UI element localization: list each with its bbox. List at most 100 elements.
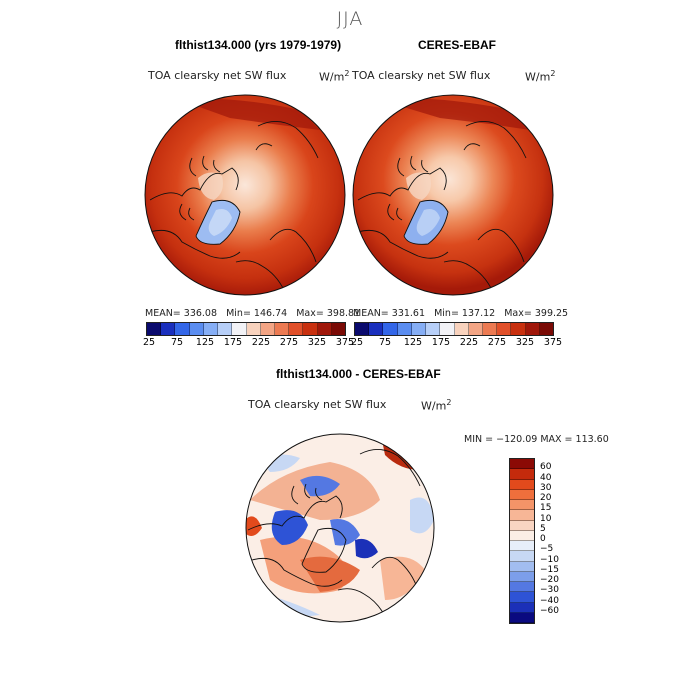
colorbar-difference-label: −5 [540,544,554,555]
colorbar-tick-label: 275 [279,337,299,348]
colorbar-swatch [510,479,534,490]
difference-variable: TOA clearsky net SW flux [248,398,387,411]
panel-left-variable: TOA clearsky net SW flux [148,69,287,82]
colorbar-swatch [525,323,540,335]
panel-left-title: flthist134.000 (yrs 1979-1979) [175,38,342,52]
panel-right-variable: TOA clearsky net SW flux [352,69,491,82]
colorbar-swatch [161,323,176,335]
colorbar-swatch [468,323,483,335]
colorbar-swatch [510,602,534,613]
map-right-border [352,94,554,296]
colorbar-difference-label: −40 [540,595,559,606]
panel-right-mean: MEAN= 331.61 [353,308,426,319]
colorbar-swatch [274,323,290,335]
colorbar-tick-label: 125 [195,337,215,348]
colorbar-difference [509,458,535,624]
colorbar-right [354,322,554,336]
colorbar-tick-label: 325 [307,337,327,348]
colorbar-swatch [510,541,534,552]
colorbar-difference-label: −20 [540,575,559,585]
colorbar-tick-label: 375 [543,337,563,348]
colorbar-difference-label: 10 [540,513,552,524]
colorbar-swatch [510,459,534,470]
map-difference [246,434,434,622]
panel-left-stats: MEAN= 336.08 Min= 146.74 Max= 398.81 [145,308,360,319]
colorbar-swatch [510,571,534,582]
colorbar-swatch [232,323,247,335]
colorbar-difference-label: −60 [540,605,559,616]
colorbar-swatch [510,551,534,562]
colorbar-tick-label: 275 [487,337,507,348]
colorbar-tick-label: 125 [403,337,423,348]
colorbar-right-ticks: 25 75 125 175 225 275 325 375 [343,337,567,348]
panel-right-stats: MEAN= 331.61 Min= 137.12 Max= 399.25 [353,308,568,319]
colorbar-difference-label: 60 [540,462,552,473]
colorbar-swatch [510,592,534,603]
colorbar-swatch [203,323,219,335]
colorbar-swatch [539,323,554,335]
colorbar-swatch [510,520,534,531]
colorbar-swatch [260,323,275,335]
colorbar-difference-label: −30 [540,585,559,596]
colorbar-difference-label: 30 [540,482,552,493]
colorbar-swatch [355,323,370,335]
colorbar-tick-label: 225 [251,337,271,348]
colorbar-swatch [331,323,346,335]
difference-minmax: MIN = −120.09 MAX = 113.60 [464,434,609,445]
colorbar-swatch [175,323,190,335]
colorbar-swatch [383,323,398,335]
colorbar-swatch [510,510,534,521]
colorbar-swatch [510,530,534,541]
colorbar-difference-label: 20 [540,493,552,503]
colorbar-swatch [510,489,534,500]
colorbar-swatch [397,323,412,335]
colorbar-tick-label: 75 [378,337,392,348]
colorbar-tick-label: 175 [223,337,243,348]
map-left-border [144,94,346,296]
colorbar-swatch [303,323,318,335]
colorbar-swatch [510,612,534,623]
colorbar-tick-label: 375 [335,337,355,348]
colorbar-swatch [369,323,384,335]
colorbar-difference-label: 40 [540,472,552,483]
colorbar-left-ticks: 25 75 125 175 225 275 325 375 [135,337,359,348]
colorbar-difference-label: 5 [540,523,546,534]
panel-right-min: Min= 137.12 [434,308,496,319]
difference-units: W/m2 [421,398,452,413]
panel-left-max: Max= 398.81 [296,308,361,319]
colorbar-swatch [511,323,526,335]
panel-right-max: Max= 399.25 [504,308,569,319]
map-difference-border [245,433,435,623]
colorbar-difference-label: −15 [540,564,559,575]
colorbar-swatch [218,323,233,335]
colorbar-difference-label: 15 [540,503,552,514]
colorbar-difference-label: −10 [540,554,559,565]
colorbar-swatch [189,323,204,335]
panel-left-mean: MEAN= 336.08 [145,308,218,319]
season-title: JJA [336,8,364,30]
panel-left-min: Min= 146.74 [226,308,288,319]
difference-title: flthist134.000 - CERES-EBAF [276,367,441,381]
panel-right-units: W/m2 [525,69,556,84]
colorbar-swatch [510,582,534,593]
colorbar-swatch [510,469,534,480]
colorbar-left [146,322,346,336]
map-right [353,95,553,295]
colorbar-swatch [147,323,162,335]
colorbar-swatch [440,323,455,335]
colorbar-tick-label: 25 [350,337,364,348]
colorbar-swatch [317,323,332,335]
map-left [145,95,345,295]
colorbar-tick-label: 325 [515,337,535,348]
colorbar-difference-label: 0 [540,534,546,544]
colorbar-swatch [454,323,469,335]
colorbar-swatch [246,323,261,335]
colorbar-swatch [482,323,498,335]
panel-left-units: W/m2 [319,69,350,84]
colorbar-swatch [289,323,304,335]
colorbar-tick-label: 75 [170,337,184,348]
colorbar-swatch [510,561,534,572]
colorbar-swatch [411,323,427,335]
colorbar-tick-label: 225 [459,337,479,348]
